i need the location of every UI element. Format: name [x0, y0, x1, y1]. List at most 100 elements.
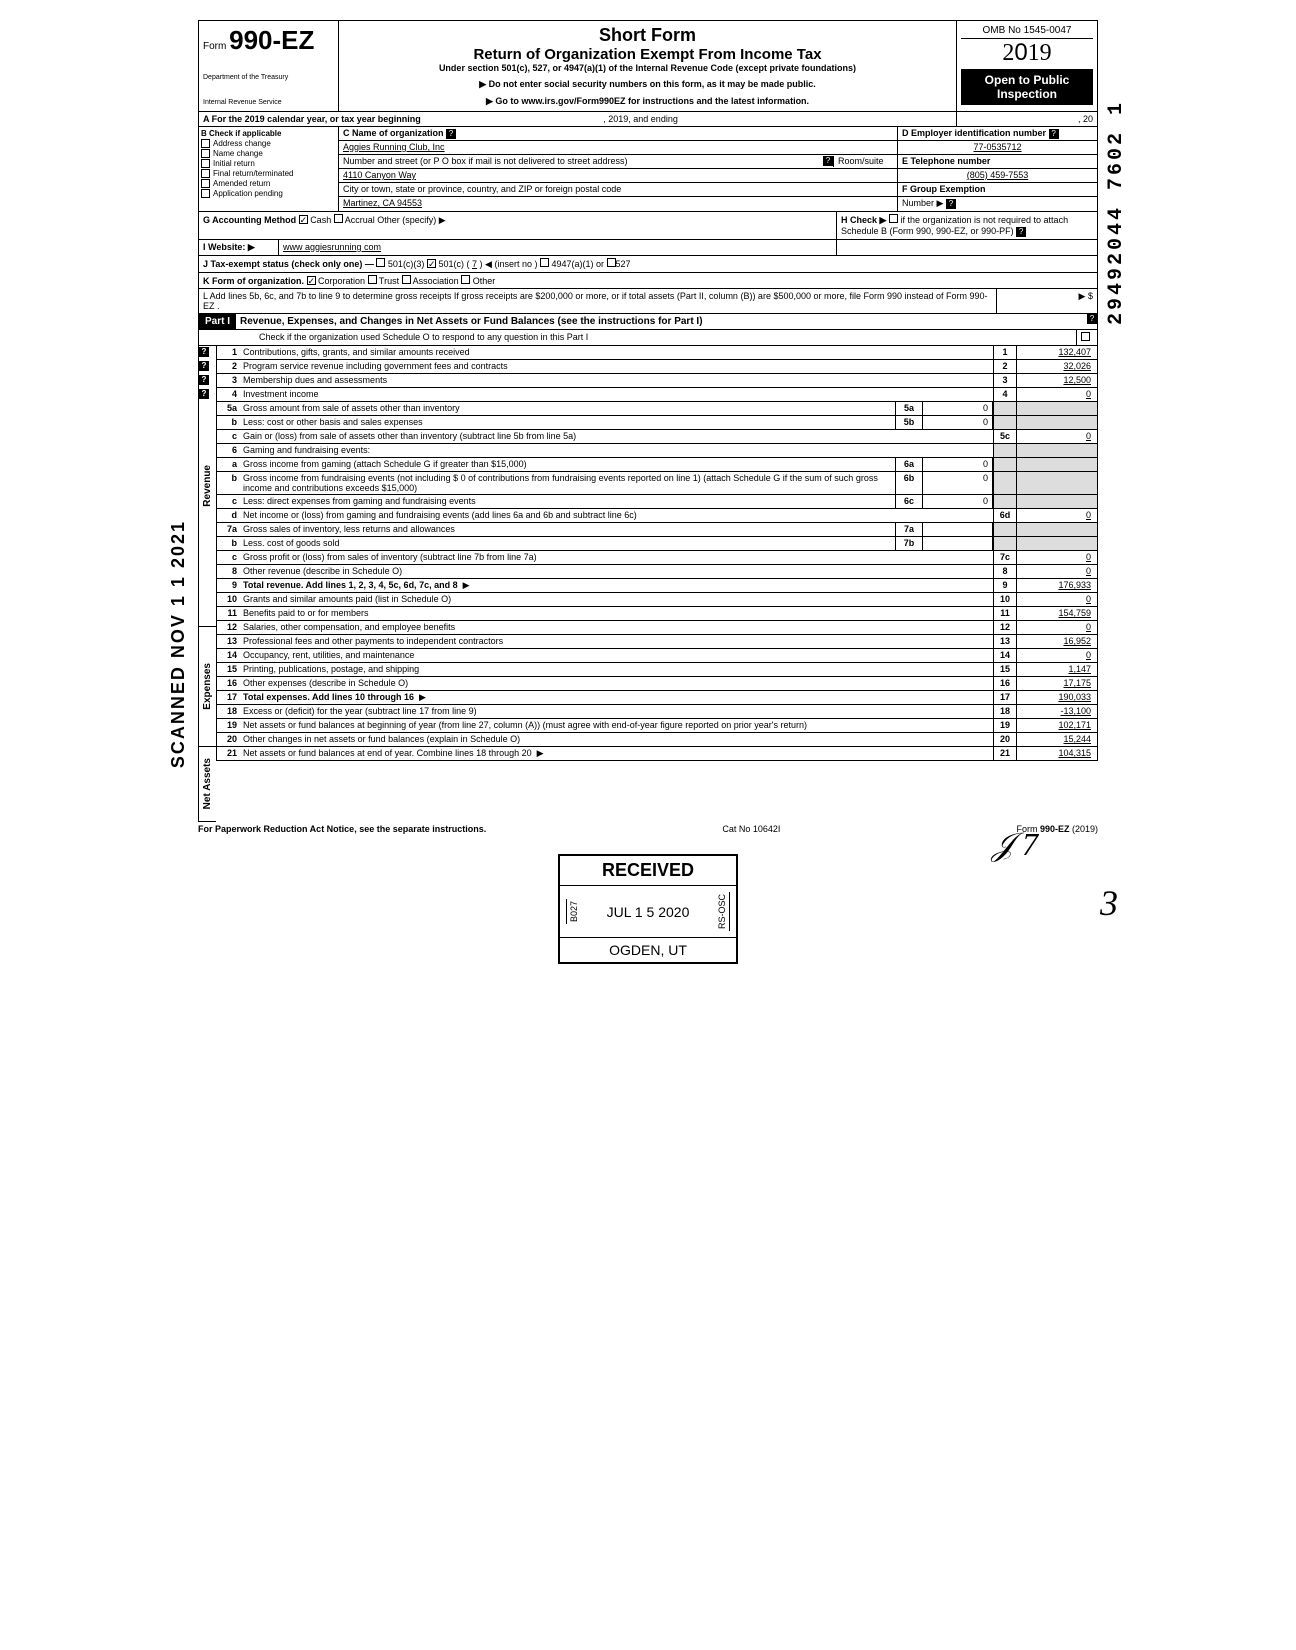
line-box: 19	[993, 719, 1017, 732]
check-name-change[interactable]	[201, 149, 210, 158]
label-revenue: Revenue	[202, 465, 213, 507]
line-value: -13,100	[1017, 705, 1097, 718]
form-line: bLess: cost or other basis and sales exp…	[216, 416, 1098, 430]
form-line: 4?Investment income40	[216, 388, 1098, 402]
line-value: 16,952	[1017, 635, 1097, 648]
mid-box: 7b	[895, 537, 923, 550]
line-number: 5a	[217, 402, 241, 415]
line-text: Less: direct expenses from gaming and fu…	[241, 495, 895, 508]
form-line: 14Occupancy, rent, utilities, and mainte…	[216, 649, 1098, 663]
form-line: 18Excess or (deficit) for the year (subt…	[216, 705, 1098, 719]
line-value: 154,759	[1017, 607, 1097, 620]
form-line: 10Grants and similar amounts paid (list …	[216, 593, 1098, 607]
check-schedule-o[interactable]	[1081, 332, 1090, 341]
lines-host: 1?Contributions, gifts, grants, and simi…	[216, 346, 1098, 822]
line-box: 11	[993, 607, 1017, 620]
mid-value	[923, 523, 993, 536]
row-a-label: A For the 2019 calendar year, or tax yea…	[203, 114, 421, 124]
line-box: 8	[993, 565, 1017, 578]
line-value: 0	[1017, 509, 1097, 522]
f-label: F Group Exemption	[902, 184, 986, 194]
check-application-pending[interactable]	[201, 189, 210, 198]
line-number: 2?	[217, 360, 241, 373]
line-text: Other revenue (describe in Schedule O)	[241, 565, 993, 578]
help-icon: ?	[199, 347, 209, 357]
line-box: 15	[993, 663, 1017, 676]
line-text: Net income or (loss) from gaming and fun…	[241, 509, 993, 522]
form-line: 1?Contributions, gifts, grants, and simi…	[216, 346, 1098, 360]
mid-box: 5b	[895, 416, 923, 429]
form-number: 990-EZ	[229, 25, 314, 55]
form-line: 17Total expenses. Add lines 10 through 1…	[216, 691, 1098, 705]
line-number: b	[217, 416, 241, 429]
line-number: 8	[217, 565, 241, 578]
line-box: 9	[993, 579, 1017, 592]
h-label: H Check ▶	[841, 215, 886, 225]
check-amended-return[interactable]	[201, 179, 210, 188]
shaded-cell	[1017, 495, 1097, 508]
d-label: D Employer identification number	[902, 128, 1046, 138]
line-number: a	[217, 458, 241, 471]
line-text: Net assets or fund balances at end of ye…	[241, 747, 993, 760]
open-public-badge: Open to Public Inspection	[961, 69, 1093, 105]
title-return: Return of Organization Exempt From Incom…	[343, 46, 952, 63]
shaded-cell	[993, 416, 1017, 429]
mid-value: 0	[923, 495, 993, 508]
check-assoc[interactable]	[402, 275, 411, 284]
check-corp[interactable]	[307, 276, 316, 285]
check-other[interactable]	[461, 275, 470, 284]
check-initial-return[interactable]	[201, 159, 210, 168]
form-line: cLess: direct expenses from gaming and f…	[216, 495, 1098, 509]
line-text: Other expenses (describe in Schedule O)	[241, 677, 993, 690]
check-trust[interactable]	[368, 275, 377, 284]
addr-label: Number and street (or P O box if mail is…	[343, 156, 823, 167]
line-value: 0	[1017, 565, 1097, 578]
shaded-cell	[993, 458, 1017, 471]
mid-value: 0	[923, 416, 993, 429]
org-name: Aggies Running Club, Inc	[339, 141, 897, 155]
ein-value: 77-0535712	[898, 141, 1097, 155]
form-line: aGross income from gaming (attach Schedu…	[216, 458, 1098, 472]
check-accrual[interactable]	[334, 214, 343, 223]
check-501c3[interactable]	[376, 258, 385, 267]
check-address-change[interactable]	[201, 139, 210, 148]
check-501c[interactable]	[427, 259, 436, 268]
website-value: www aggiesrunning com	[279, 240, 837, 255]
line-number: 16	[217, 677, 241, 690]
handwritten-initials: 𝒥 7	[992, 826, 1038, 864]
check-4947[interactable]	[540, 258, 549, 267]
section-c: C Name of organization ? Aggies Running …	[339, 127, 897, 211]
handwritten-page-3: 3	[1100, 882, 1118, 924]
stamp-received: RECEIVED	[560, 856, 736, 885]
check-cash[interactable]	[299, 215, 308, 224]
line-text: Less: cost or other basis and sales expe…	[241, 416, 895, 429]
shaded-cell	[1017, 458, 1097, 471]
part1-check-row: Check if the organization used Schedule …	[198, 330, 1098, 346]
line-number: 3?	[217, 374, 241, 387]
line-text: Gross income from fundraising events (no…	[241, 472, 895, 494]
mid-box: 6b	[895, 472, 923, 494]
city-label: City or town, state or province, country…	[339, 183, 897, 197]
shaded-cell	[993, 472, 1017, 494]
form-line: 8Other revenue (describe in Schedule O)8…	[216, 565, 1098, 579]
form-line: 13Professional fees and other payments t…	[216, 635, 1098, 649]
form-line: 3?Membership dues and assessments312,500	[216, 374, 1098, 388]
line-text: Salaries, other compensation, and employ…	[241, 621, 993, 634]
help-icon: ?	[446, 129, 456, 139]
dept-treasury: Department of the Treasury	[203, 74, 334, 81]
form-line: 11Benefits paid to or for members11154,7…	[216, 607, 1098, 621]
help-icon: ?	[1016, 227, 1026, 237]
part1-title: Revenue, Expenses, and Changes in Net As…	[236, 314, 1087, 329]
check-final-return[interactable]	[201, 169, 210, 178]
form-line: 5aGross amount from sale of assets other…	[216, 402, 1098, 416]
form-line: 15Printing, publications, postage, and s…	[216, 663, 1098, 677]
l-text: L Add lines 5b, 6c, and 7b to line 9 to …	[203, 291, 988, 311]
shaded-cell	[993, 495, 1017, 508]
line-text: Gaming and fundraising events:	[241, 444, 993, 457]
line-value: 12,500	[1017, 374, 1097, 387]
line-box: 12	[993, 621, 1017, 634]
omb-number: OMB No 1545-0047	[961, 25, 1093, 39]
check-h[interactable]	[889, 214, 898, 223]
row-a-mid: , 2019, and ending	[603, 114, 678, 124]
check-527[interactable]	[607, 258, 616, 267]
